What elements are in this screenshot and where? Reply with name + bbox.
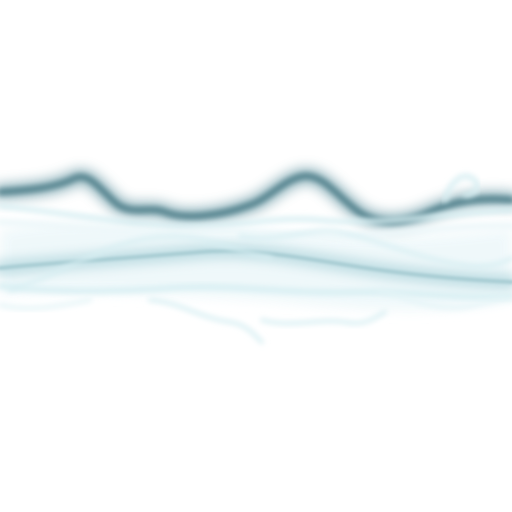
- mid-band-stroke: [0, 249, 512, 284]
- wisp-cross-1: [8, 234, 272, 292]
- lower-tendril-1: [148, 298, 264, 344]
- pale-strand-1: [0, 203, 512, 230]
- upper-right-loop: [442, 173, 480, 203]
- wisp-lower-1: [0, 283, 512, 300]
- wisp-cross-2: [238, 228, 512, 269]
- lower-tendril-3: [378, 288, 512, 310]
- lower-tendril-2: [260, 310, 387, 326]
- lower-tendril-4: [0, 298, 92, 311]
- pale-strand-2: [0, 218, 512, 241]
